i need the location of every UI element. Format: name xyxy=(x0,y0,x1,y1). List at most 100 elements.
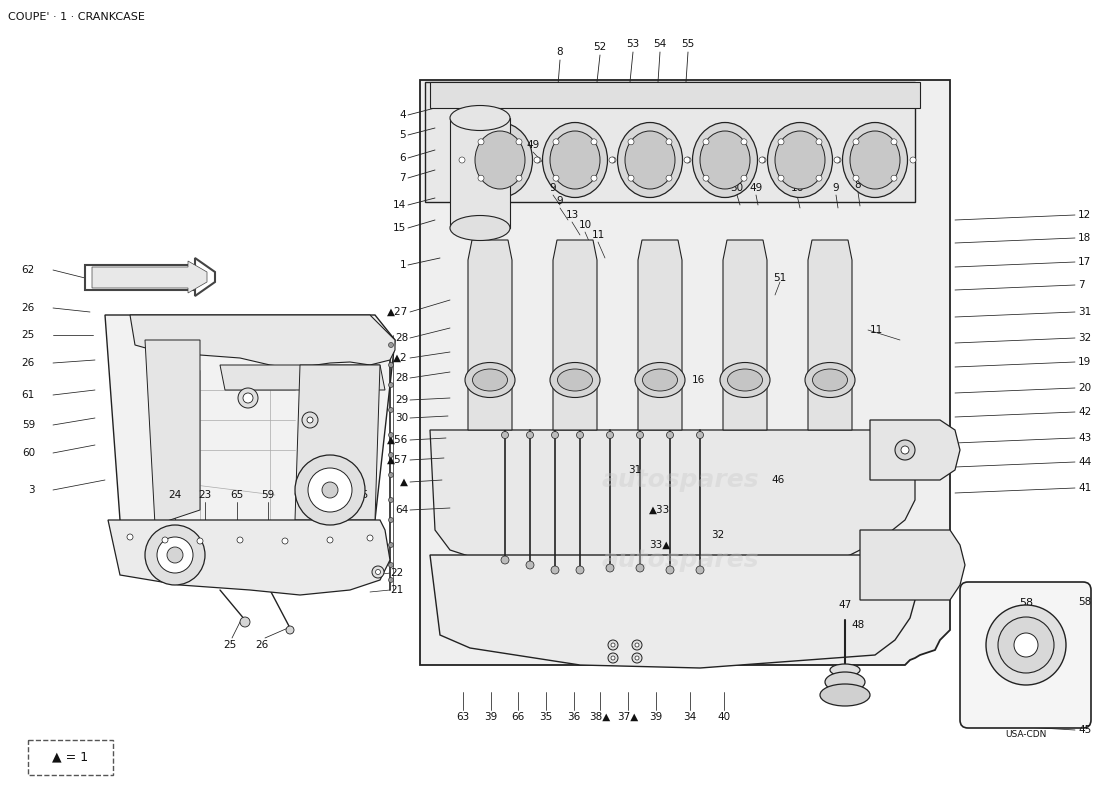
Polygon shape xyxy=(295,365,380,520)
Ellipse shape xyxy=(625,131,675,189)
Ellipse shape xyxy=(727,369,762,391)
Text: 63: 63 xyxy=(456,712,470,722)
Circle shape xyxy=(696,566,704,574)
Circle shape xyxy=(478,175,484,181)
Polygon shape xyxy=(420,80,950,665)
Ellipse shape xyxy=(550,131,600,189)
Circle shape xyxy=(610,643,615,647)
Polygon shape xyxy=(108,520,390,595)
Text: 39: 39 xyxy=(649,712,662,722)
Text: 47: 47 xyxy=(838,600,851,610)
Circle shape xyxy=(388,407,394,413)
Ellipse shape xyxy=(450,215,510,241)
Text: 23: 23 xyxy=(326,490,339,500)
Circle shape xyxy=(901,446,909,454)
Ellipse shape xyxy=(550,362,600,398)
Circle shape xyxy=(852,139,859,145)
Text: 65: 65 xyxy=(230,490,243,500)
FancyBboxPatch shape xyxy=(425,82,915,202)
Circle shape xyxy=(891,139,896,145)
Circle shape xyxy=(609,157,615,163)
Circle shape xyxy=(388,362,394,367)
FancyBboxPatch shape xyxy=(960,582,1091,728)
Text: 26: 26 xyxy=(255,640,268,650)
Circle shape xyxy=(986,605,1066,685)
Circle shape xyxy=(367,535,373,541)
Polygon shape xyxy=(638,240,682,430)
Circle shape xyxy=(703,139,710,145)
Text: 35: 35 xyxy=(539,712,552,722)
Ellipse shape xyxy=(700,131,750,189)
Circle shape xyxy=(197,538,204,544)
Polygon shape xyxy=(85,258,214,296)
Text: 30: 30 xyxy=(395,413,408,423)
Text: 31: 31 xyxy=(628,465,641,475)
Text: 42: 42 xyxy=(1078,407,1091,417)
Circle shape xyxy=(608,640,618,650)
Circle shape xyxy=(1014,633,1038,657)
Ellipse shape xyxy=(776,131,825,189)
Text: 9: 9 xyxy=(833,183,839,193)
Circle shape xyxy=(632,640,642,650)
Circle shape xyxy=(551,566,559,574)
Circle shape xyxy=(816,175,822,181)
Circle shape xyxy=(666,566,674,574)
Text: 46: 46 xyxy=(771,475,784,485)
Text: USA-CDN: USA-CDN xyxy=(1005,730,1047,739)
Polygon shape xyxy=(468,240,512,430)
Ellipse shape xyxy=(617,122,682,198)
Polygon shape xyxy=(104,315,395,565)
Text: 44: 44 xyxy=(1078,457,1091,467)
Text: 14: 14 xyxy=(393,200,406,210)
Circle shape xyxy=(606,431,614,438)
Ellipse shape xyxy=(450,106,510,130)
Circle shape xyxy=(667,431,673,438)
Text: 25: 25 xyxy=(22,330,35,340)
Circle shape xyxy=(635,656,639,660)
Text: 40: 40 xyxy=(717,712,730,722)
Circle shape xyxy=(895,440,915,460)
Circle shape xyxy=(551,431,559,438)
Text: 51: 51 xyxy=(494,163,507,173)
Circle shape xyxy=(162,537,168,543)
Text: autospares: autospares xyxy=(602,468,759,492)
Text: ▲33: ▲33 xyxy=(649,505,671,515)
Text: 38▲: 38▲ xyxy=(590,712,610,722)
Circle shape xyxy=(835,157,842,163)
Text: 66: 66 xyxy=(512,712,525,722)
Circle shape xyxy=(388,382,394,387)
Polygon shape xyxy=(430,82,920,108)
Ellipse shape xyxy=(820,684,870,706)
Circle shape xyxy=(910,157,916,163)
Ellipse shape xyxy=(843,122,908,198)
Circle shape xyxy=(526,561,534,569)
Text: 32: 32 xyxy=(712,530,725,540)
Ellipse shape xyxy=(813,369,847,391)
Circle shape xyxy=(516,175,522,181)
Circle shape xyxy=(236,537,243,543)
Circle shape xyxy=(608,653,618,663)
Circle shape xyxy=(388,433,394,438)
Ellipse shape xyxy=(473,369,507,391)
Text: 60: 60 xyxy=(294,490,307,500)
Circle shape xyxy=(327,537,333,543)
Text: 7: 7 xyxy=(1078,280,1085,290)
Text: 11: 11 xyxy=(592,230,605,240)
Polygon shape xyxy=(860,530,965,600)
Text: 29: 29 xyxy=(395,395,408,405)
Text: 5: 5 xyxy=(399,130,406,140)
Circle shape xyxy=(628,139,634,145)
Circle shape xyxy=(388,498,394,502)
Circle shape xyxy=(632,653,642,663)
Circle shape xyxy=(243,393,253,403)
Text: 65: 65 xyxy=(355,490,368,500)
Text: 7: 7 xyxy=(399,173,406,183)
Circle shape xyxy=(741,175,747,181)
Circle shape xyxy=(388,518,394,522)
Text: 9: 9 xyxy=(557,196,563,206)
Ellipse shape xyxy=(825,672,865,692)
Circle shape xyxy=(553,139,559,145)
Text: 17: 17 xyxy=(1078,257,1091,267)
Text: 55: 55 xyxy=(681,39,694,49)
Circle shape xyxy=(591,175,597,181)
